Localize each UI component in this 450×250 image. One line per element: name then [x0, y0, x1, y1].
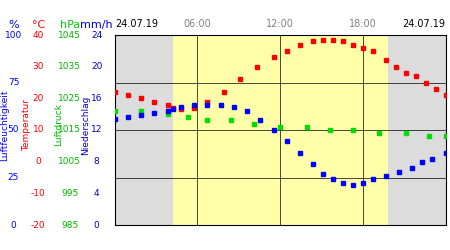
- Bar: [173, 35, 387, 225]
- Text: Luftfeuchtigkeit: Luftfeuchtigkeit: [0, 89, 9, 161]
- Text: 1005: 1005: [58, 157, 81, 166]
- Text: -20: -20: [31, 220, 45, 230]
- Text: 1035: 1035: [58, 62, 81, 71]
- Text: 0: 0: [11, 220, 16, 230]
- Text: 20: 20: [91, 62, 103, 71]
- Text: -10: -10: [31, 189, 45, 198]
- Text: °C: °C: [32, 20, 45, 30]
- Text: Luftdruck: Luftdruck: [54, 104, 63, 146]
- Text: %: %: [8, 20, 19, 30]
- Text: 0: 0: [36, 157, 41, 166]
- Text: 24.07.19: 24.07.19: [115, 19, 158, 29]
- Text: 0: 0: [94, 220, 99, 230]
- Text: 24.07.19: 24.07.19: [402, 19, 446, 29]
- Text: hPa: hPa: [59, 20, 80, 30]
- Text: Temperatur: Temperatur: [22, 99, 32, 151]
- Text: mm/h: mm/h: [81, 20, 113, 30]
- Text: 20: 20: [32, 94, 44, 103]
- Text: 1025: 1025: [58, 94, 81, 103]
- Text: 40: 40: [32, 30, 44, 40]
- Text: 100: 100: [5, 30, 22, 40]
- Text: 995: 995: [61, 189, 78, 198]
- Text: 16: 16: [91, 94, 103, 103]
- Text: 18:00: 18:00: [349, 19, 377, 29]
- Text: 4: 4: [94, 189, 99, 198]
- Text: 06:00: 06:00: [184, 19, 212, 29]
- Text: 25: 25: [8, 173, 19, 182]
- Text: 1045: 1045: [58, 30, 81, 40]
- Text: 1015: 1015: [58, 126, 81, 134]
- Text: 985: 985: [61, 220, 78, 230]
- Text: 12:00: 12:00: [266, 19, 294, 29]
- Text: 10: 10: [32, 126, 44, 134]
- Text: 75: 75: [8, 78, 19, 87]
- Text: 50: 50: [8, 126, 19, 134]
- Text: 30: 30: [32, 62, 44, 71]
- Text: 12: 12: [91, 126, 103, 134]
- Text: Niederschlag: Niederschlag: [81, 95, 90, 155]
- Text: 24: 24: [91, 30, 103, 40]
- Text: 8: 8: [94, 157, 99, 166]
